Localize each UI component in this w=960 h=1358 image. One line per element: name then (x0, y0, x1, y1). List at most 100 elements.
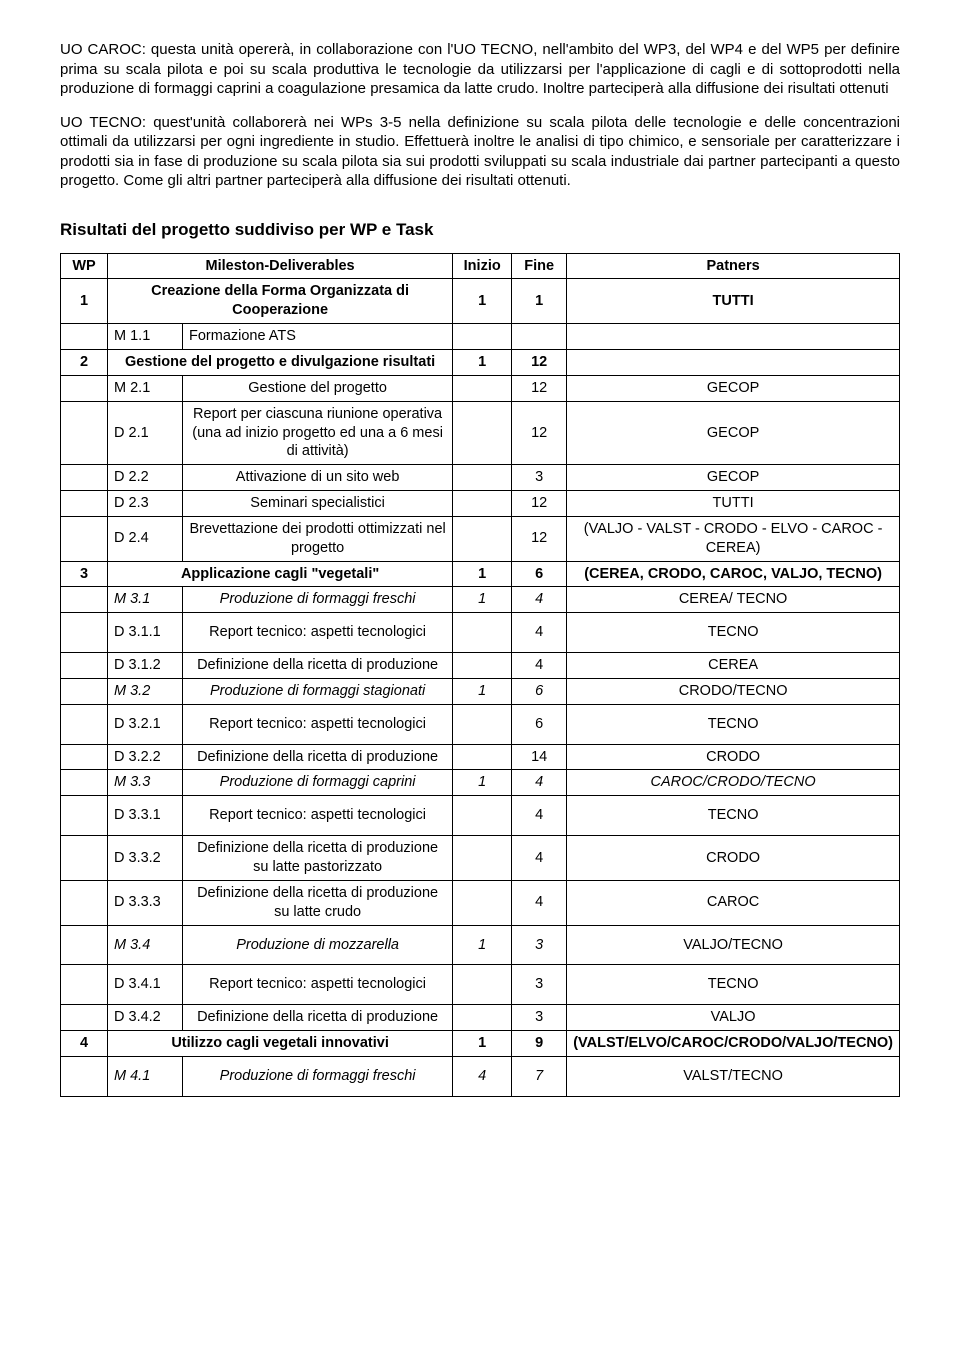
cell-inizio (453, 516, 512, 561)
table-row: D 2.1Report per ciascuna riunione operat… (61, 401, 900, 465)
cell-wp: 4 (61, 1031, 108, 1057)
cell-wp (61, 965, 108, 1005)
table-row: D 2.2Attivazione di un sito web3GECOP (61, 465, 900, 491)
cell-wp: 3 (61, 561, 108, 587)
cell-code: M 3.2 (108, 678, 183, 704)
cell-partners: GECOP (567, 375, 900, 401)
cell-description: Utilizzo cagli vegetali innovativi (108, 1031, 453, 1057)
cell-partners: (CEREA, CRODO, CAROC, VALJO, TECNO) (567, 561, 900, 587)
cell-wp (61, 613, 108, 653)
paragraph-uo-tecno: UO TECNO: quest'unità collaborerà nei WP… (60, 113, 900, 191)
cell-fine: 12 (512, 401, 567, 465)
cell-description: Gestione del progetto e divulgazione ris… (108, 349, 453, 375)
cell-inizio (453, 465, 512, 491)
cell-fine: 12 (512, 516, 567, 561)
cell-wp (61, 401, 108, 465)
cell-partners: CEREA/ TECNO (567, 587, 900, 613)
cell-description: Produzione di formaggi freschi (183, 587, 453, 613)
cell-wp: 1 (61, 279, 108, 324)
cell-description: Applicazione cagli "vegetali" (108, 561, 453, 587)
cell-description: Report tecnico: aspetti tecnologici (183, 796, 453, 836)
cell-description: Produzione di formaggi freschi (183, 1056, 453, 1096)
cell-code: D 3.2.2 (108, 744, 183, 770)
cell-partners: GECOP (567, 401, 900, 465)
table-row: D 3.4.1Report tecnico: aspetti tecnologi… (61, 965, 900, 1005)
table-row: 1Creazione della Forma Organizzata di Co… (61, 279, 900, 324)
cell-wp (61, 324, 108, 350)
table-row: 2Gestione del progetto e divulgazione ri… (61, 349, 900, 375)
cell-partners: CRODO (567, 744, 900, 770)
cell-wp (61, 678, 108, 704)
cell-fine: 3 (512, 1005, 567, 1031)
cell-partners: CRODO/TECNO (567, 678, 900, 704)
table-row: D 3.3.1Report tecnico: aspetti tecnologi… (61, 796, 900, 836)
cell-wp (61, 704, 108, 744)
cell-code: D 3.4.2 (108, 1005, 183, 1031)
cell-description: Definizione della ricetta di produzione … (183, 880, 453, 925)
table-row: M 4.1Produzione di formaggi freschi47VAL… (61, 1056, 900, 1096)
cell-inizio: 1 (453, 587, 512, 613)
cell-inizio (453, 401, 512, 465)
table-row: 3Applicazione cagli "vegetali"16(CEREA, … (61, 561, 900, 587)
cell-inizio: 1 (453, 349, 512, 375)
cell-inizio: 1 (453, 279, 512, 324)
paragraph-uo-caroc: UO CAROC: questa unità opererà, in colla… (60, 40, 900, 99)
cell-fine: 4 (512, 613, 567, 653)
cell-fine: 14 (512, 744, 567, 770)
cell-fine: 4 (512, 653, 567, 679)
cell-code: D 3.3.1 (108, 796, 183, 836)
cell-partners (567, 324, 900, 350)
cell-partners: VALST/TECNO (567, 1056, 900, 1096)
cell-partners: TECNO (567, 965, 900, 1005)
cell-partners (567, 349, 900, 375)
cell-code: D 3.4.1 (108, 965, 183, 1005)
cell-wp (61, 1005, 108, 1031)
cell-partners: TECNO (567, 704, 900, 744)
cell-fine: 3 (512, 465, 567, 491)
cell-inizio (453, 613, 512, 653)
cell-partners: CAROC (567, 880, 900, 925)
cell-description: Report per ciascuna riunione operativa (… (183, 401, 453, 465)
table-row: D 3.3.2Definizione della ricetta di prod… (61, 836, 900, 881)
cell-code: D 3.1.1 (108, 613, 183, 653)
table-row: D 3.1.2Definizione della ricetta di prod… (61, 653, 900, 679)
cell-fine: 3 (512, 965, 567, 1005)
cell-code: D 3.3.3 (108, 880, 183, 925)
table-row: D 3.3.3Definizione della ricetta di prod… (61, 880, 900, 925)
header-inizio: Inizio (453, 253, 512, 279)
cell-code: D 3.3.2 (108, 836, 183, 881)
header-partners: Patners (567, 253, 900, 279)
cell-description: Seminari specialistici (183, 491, 453, 517)
cell-code: D 2.1 (108, 401, 183, 465)
cell-fine (512, 324, 567, 350)
table-row: M 3.3Produzione di formaggi caprini14CAR… (61, 770, 900, 796)
table-row: D 3.2.1Report tecnico: aspetti tecnologi… (61, 704, 900, 744)
header-fine: Fine (512, 253, 567, 279)
cell-inizio (453, 965, 512, 1005)
cell-description: Report tecnico: aspetti tecnologici (183, 613, 453, 653)
cell-fine: 4 (512, 836, 567, 881)
cell-inizio (453, 491, 512, 517)
cell-partners: TUTTI (567, 279, 900, 324)
cell-inizio (453, 744, 512, 770)
cell-wp: 2 (61, 349, 108, 375)
cell-fine: 4 (512, 796, 567, 836)
cell-fine: 3 (512, 925, 567, 965)
cell-code: M 2.1 (108, 375, 183, 401)
cell-description: Report tecnico: aspetti tecnologici (183, 965, 453, 1005)
cell-description: Report tecnico: aspetti tecnologici (183, 704, 453, 744)
cell-partners: CAROC/CRODO/TECNO (567, 770, 900, 796)
cell-fine: 7 (512, 1056, 567, 1096)
cell-inizio (453, 653, 512, 679)
cell-wp (61, 925, 108, 965)
cell-description: Definizione della ricetta di produzione (183, 744, 453, 770)
cell-fine: 12 (512, 349, 567, 375)
cell-partners: TUTTI (567, 491, 900, 517)
cell-inizio (453, 704, 512, 744)
cell-wp (61, 1056, 108, 1096)
table-header-row: WP Mileston-Deliverables Inizio Fine Pat… (61, 253, 900, 279)
cell-partners: GECOP (567, 465, 900, 491)
cell-fine: 6 (512, 704, 567, 744)
cell-wp (61, 880, 108, 925)
cell-inizio: 1 (453, 561, 512, 587)
